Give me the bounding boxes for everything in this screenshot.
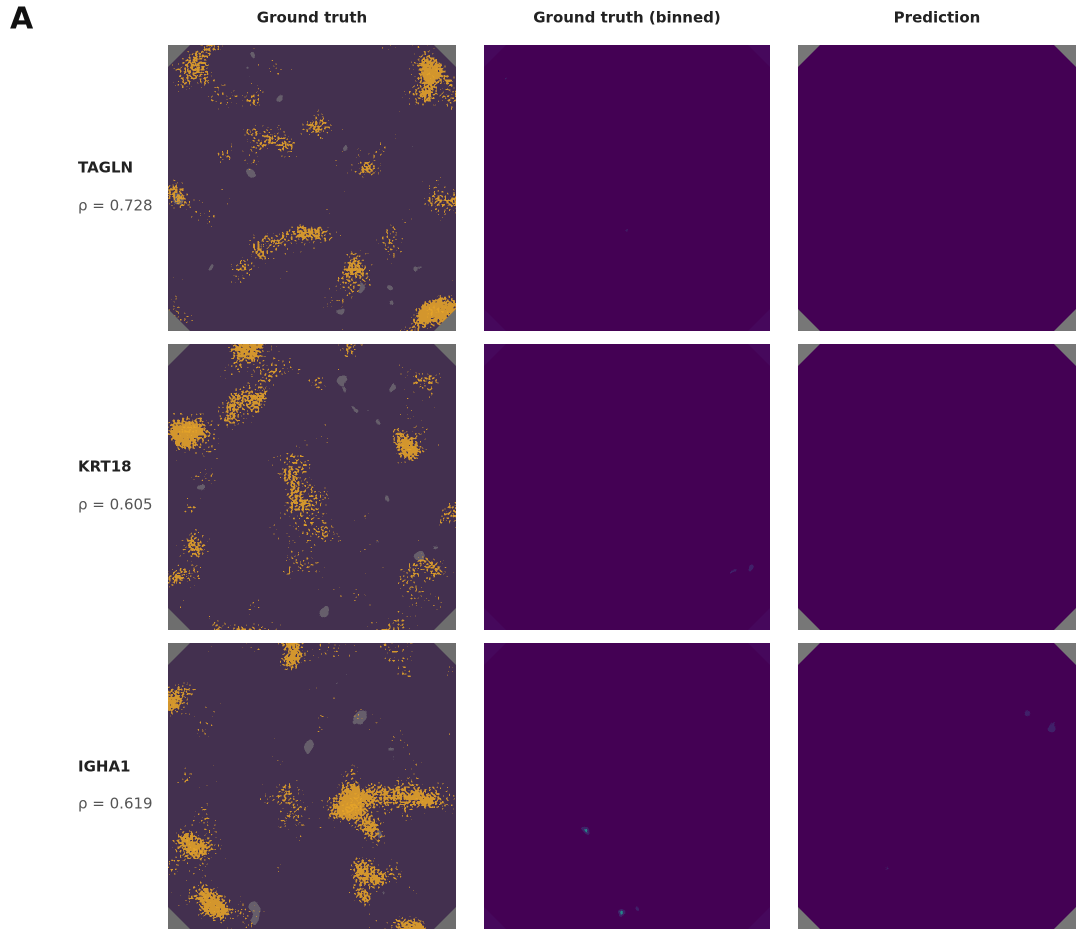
column-header: Ground truth [257,9,367,27]
rho-label: ρ = 0.605 [78,496,153,514]
expression-dots [168,344,456,630]
heatmap-high [484,344,770,630]
gene-label: IGHA1 [78,758,131,776]
heatmap [798,45,1076,331]
heatmap-high [798,344,1076,630]
heatmap [484,45,770,331]
image-panel [484,643,770,929]
image-panel [798,643,1076,929]
tissue [168,643,456,929]
image-panel [798,45,1076,331]
heatmap [798,344,1076,630]
heatmap-high [484,45,770,331]
column-header: Prediction [894,9,981,27]
rho-label: ρ = 0.619 [78,795,153,813]
expression-dots [168,45,456,331]
gene-label: KRT18 [78,458,132,476]
heatmap-high [798,643,1076,929]
expression-dots [168,643,456,929]
image-panel [484,45,770,331]
figure: A Ground truth Ground truth (binned) Pre… [0,0,1077,930]
image-panel [168,344,456,630]
heatmap [484,643,770,929]
image-panel [168,45,456,331]
heatmap [798,643,1076,929]
panel-label: A [10,2,34,37]
heatmap [484,344,770,630]
rho-label: ρ = 0.728 [78,197,153,215]
image-panel [798,344,1076,630]
heatmap-high [484,643,770,929]
gene-label: TAGLN [78,159,133,177]
tissue [168,45,456,331]
image-grid [168,45,1076,929]
image-panel [484,344,770,630]
heatmap-high [798,45,1076,331]
tissue [168,344,456,630]
column-header: Ground truth (binned) [533,9,721,27]
image-panel [168,643,456,929]
